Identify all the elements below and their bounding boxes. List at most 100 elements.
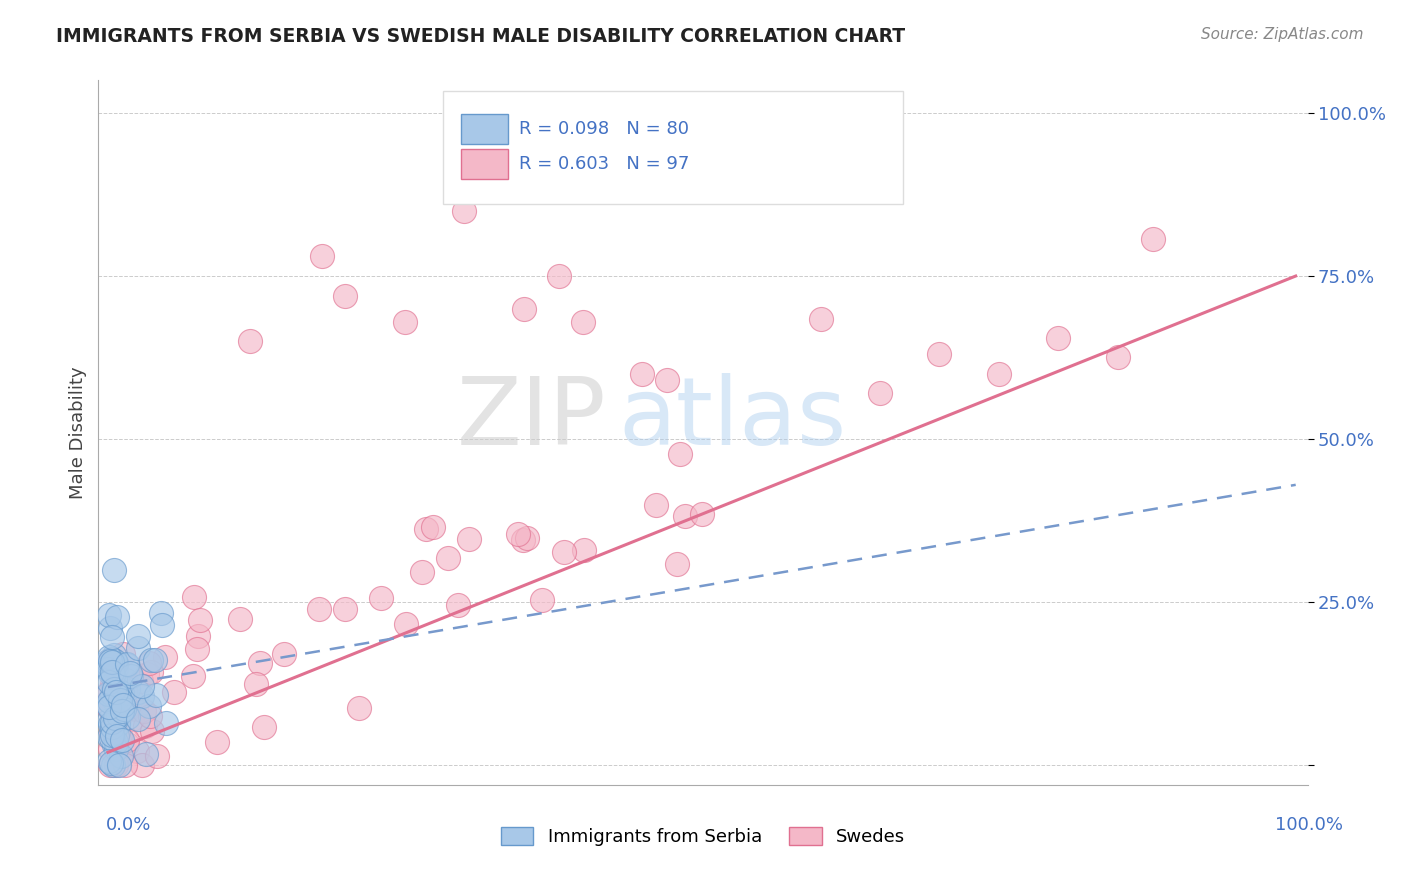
Point: [987, 367, 1010, 381]
Point: [104, 727, 127, 741]
Point: [111, 732, 134, 747]
Point: [631, 367, 654, 381]
Point: [253, 720, 276, 734]
Point: [1142, 232, 1164, 246]
Point: [108, 679, 131, 693]
Point: [129, 674, 152, 689]
Point: [121, 712, 143, 726]
Point: [415, 523, 437, 537]
Point: [100, 652, 122, 666]
Point: [105, 661, 128, 675]
Point: [145, 749, 167, 764]
Point: [131, 758, 153, 772]
Point: [127, 712, 149, 726]
Point: [104, 712, 127, 726]
Point: [103, 681, 125, 696]
Point: [239, 334, 262, 349]
Point: [104, 657, 127, 671]
Point: [98, 653, 121, 667]
Point: [97, 654, 120, 668]
Point: [205, 734, 228, 748]
Point: [114, 673, 136, 687]
Point: [655, 373, 678, 387]
Point: [228, 611, 250, 625]
Point: [131, 679, 153, 693]
Point: [98, 654, 121, 668]
Point: [110, 748, 132, 763]
Point: [150, 617, 173, 632]
Point: [101, 687, 124, 701]
Point: [105, 685, 128, 699]
Point: [108, 685, 131, 699]
Point: [105, 729, 128, 743]
Point: [97, 687, 120, 701]
Point: [139, 709, 162, 723]
Point: [103, 658, 125, 673]
Point: [100, 630, 122, 644]
Point: [644, 498, 666, 512]
Point: [107, 725, 129, 739]
Point: [149, 606, 172, 620]
Point: [347, 700, 370, 714]
Point: [98, 665, 121, 680]
Point: [127, 685, 149, 699]
Point: [188, 613, 211, 627]
Point: [163, 685, 186, 699]
Point: [105, 741, 128, 756]
Point: [665, 558, 688, 572]
Point: [690, 507, 713, 521]
Point: [135, 667, 157, 681]
Point: [112, 702, 135, 716]
Point: [108, 758, 131, 772]
Point: [111, 704, 134, 718]
Text: IMMIGRANTS FROM SERBIA VS SWEDISH MALE DISABILITY CORRELATION CHART: IMMIGRANTS FROM SERBIA VS SWEDISH MALE D…: [56, 27, 905, 45]
Point: [548, 268, 571, 283]
Point: [138, 698, 160, 713]
Point: [101, 681, 124, 696]
Point: [395, 616, 418, 631]
Point: [98, 754, 121, 768]
Point: [153, 650, 176, 665]
Point: [108, 681, 131, 695]
Point: [108, 711, 131, 725]
Point: [117, 657, 139, 671]
Text: R = 0.098   N = 80: R = 0.098 N = 80: [519, 120, 689, 138]
Point: [512, 301, 534, 316]
Point: [512, 533, 534, 548]
Point: [107, 717, 129, 731]
Point: [98, 700, 121, 714]
Point: [117, 733, 139, 747]
Point: [311, 250, 333, 264]
Point: [100, 724, 122, 739]
Point: [370, 591, 392, 605]
Point: [1107, 350, 1129, 364]
Point: [104, 735, 127, 749]
Point: [411, 565, 433, 579]
Point: [673, 509, 696, 524]
Point: [98, 649, 121, 664]
Point: [107, 696, 129, 710]
Point: [138, 656, 160, 670]
Point: [145, 689, 167, 703]
Point: [187, 630, 209, 644]
Point: [572, 543, 595, 558]
Point: [131, 689, 153, 703]
Point: [273, 647, 295, 661]
Point: [98, 685, 121, 699]
Point: [100, 676, 122, 690]
Point: [100, 702, 122, 716]
Point: [98, 716, 121, 731]
Point: [458, 533, 481, 547]
Point: [107, 699, 129, 714]
Point: [115, 700, 138, 714]
FancyBboxPatch shape: [461, 114, 509, 144]
Point: [335, 288, 357, 302]
Point: [98, 730, 121, 744]
Point: [117, 710, 139, 724]
Point: [553, 545, 575, 559]
Point: [117, 682, 139, 697]
Point: [333, 602, 356, 616]
Point: [100, 714, 122, 729]
Point: [422, 520, 444, 534]
Point: [135, 747, 157, 761]
